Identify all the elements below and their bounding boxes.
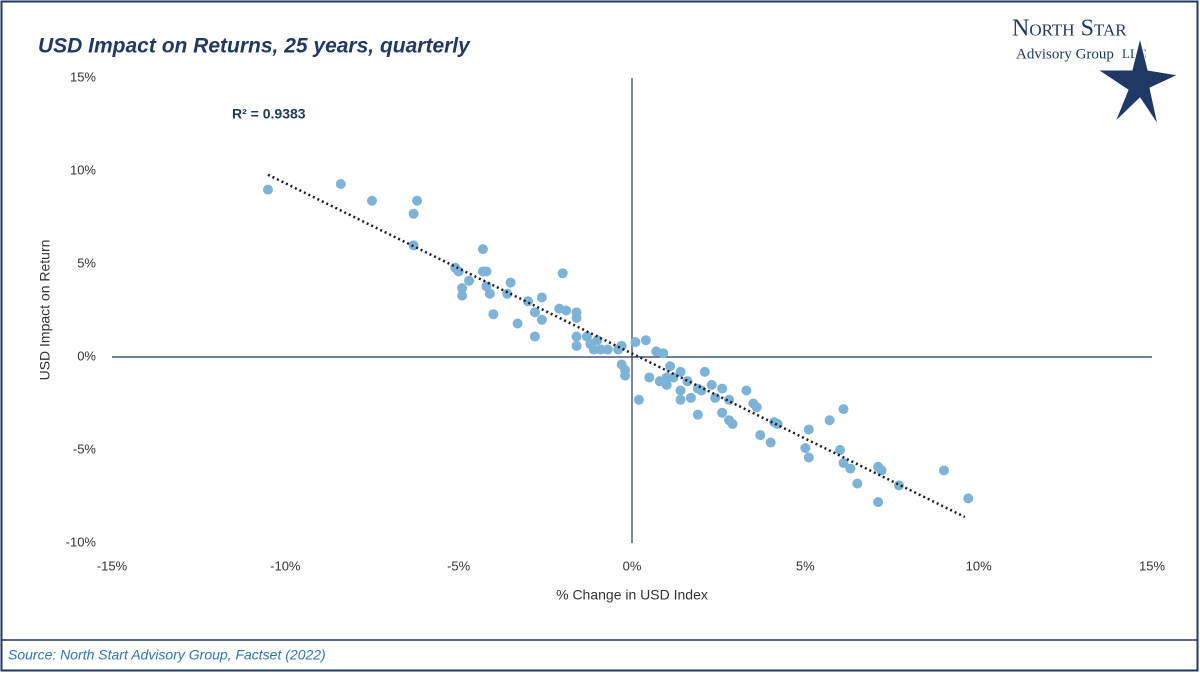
x-tick-label: 10%: [966, 558, 992, 573]
x-axis-label: % Change in USD Index: [556, 587, 708, 603]
x-tick-label: 15%: [1139, 558, 1165, 573]
point: [838, 404, 849, 415]
point: [457, 290, 468, 301]
point: [536, 314, 547, 325]
point: [668, 372, 679, 383]
point: [588, 344, 599, 355]
point: [408, 208, 419, 219]
point: [675, 394, 686, 405]
point: [571, 331, 582, 342]
point: [644, 372, 655, 383]
r-squared: R² = 0.9383: [232, 106, 306, 122]
point: [536, 292, 547, 303]
point: [665, 361, 676, 372]
x-tick-label: 0%: [623, 558, 642, 573]
x-tick-label: 5%: [796, 558, 815, 573]
x-tick-label: -5%: [447, 558, 471, 573]
point: [505, 277, 516, 288]
point: [963, 493, 974, 504]
point: [803, 424, 814, 435]
point: [477, 244, 488, 255]
point: [717, 407, 728, 418]
point: [699, 366, 710, 377]
logo-name: North Star: [1012, 16, 1127, 42]
point: [824, 415, 835, 426]
point: [710, 392, 721, 403]
point: [852, 478, 863, 489]
point: [640, 335, 651, 346]
point: [685, 392, 696, 403]
point: [658, 348, 669, 359]
y-tick-label: 15%: [70, 69, 96, 84]
point: [755, 430, 766, 441]
point: [939, 465, 949, 476]
point: [512, 318, 523, 329]
chart-title: USD Impact on Returns, 25 years, quarter…: [38, 35, 471, 58]
point: [845, 463, 856, 474]
point: [765, 437, 776, 448]
point: [529, 331, 540, 342]
point: [661, 379, 672, 390]
point: [803, 452, 814, 463]
logo-sub: Advisory Group: [1016, 46, 1114, 62]
point: [529, 307, 540, 318]
point: [717, 383, 728, 394]
point: [557, 268, 568, 279]
point: [457, 283, 468, 294]
point: [561, 305, 572, 316]
point: [602, 344, 613, 355]
point: [502, 288, 513, 299]
logo-star: [1096, 37, 1180, 126]
point: [571, 340, 582, 351]
y-tick-label: 10%: [70, 162, 96, 177]
point: [595, 344, 606, 355]
point: [367, 195, 377, 206]
point: [751, 402, 762, 413]
point: [873, 497, 884, 508]
point: [481, 266, 492, 277]
point: [571, 312, 582, 323]
x-tick-label: -15%: [97, 558, 128, 573]
point: [263, 184, 273, 195]
point: [620, 365, 631, 376]
source-note: Source: North Start Advisory Group, Fact…: [8, 647, 326, 663]
point: [893, 480, 904, 491]
point: [835, 445, 845, 455]
point: [453, 266, 464, 277]
point: [484, 288, 495, 299]
point: [675, 366, 686, 377]
point: [696, 385, 707, 396]
point: [581, 331, 592, 342]
y-tick-label: -5%: [73, 441, 97, 456]
point: [335, 179, 346, 190]
point: [727, 418, 738, 429]
point: [682, 376, 693, 387]
trendline: [267, 173, 966, 519]
y-tick-label: -10%: [66, 534, 97, 549]
point: [464, 275, 475, 286]
point: [800, 443, 811, 454]
point: [838, 458, 849, 469]
point: [630, 337, 641, 348]
point: [876, 465, 887, 476]
y-tick-label: 5%: [77, 255, 96, 270]
point: [724, 394, 735, 405]
point: [706, 379, 717, 390]
point: [488, 309, 499, 320]
point: [692, 409, 703, 420]
point: [523, 296, 533, 307]
point: [592, 335, 603, 346]
y-tick-label: 0%: [77, 348, 96, 363]
logo: North Star Advisory Group LLC: [1012, 16, 1180, 126]
y-axis-label: USD Impact on Return: [37, 240, 53, 381]
point: [633, 394, 644, 405]
point: [412, 195, 423, 206]
point: [741, 385, 752, 396]
point: [661, 372, 672, 383]
point: [675, 385, 686, 396]
point: [616, 340, 627, 351]
x-tick-label: -10%: [270, 558, 301, 573]
